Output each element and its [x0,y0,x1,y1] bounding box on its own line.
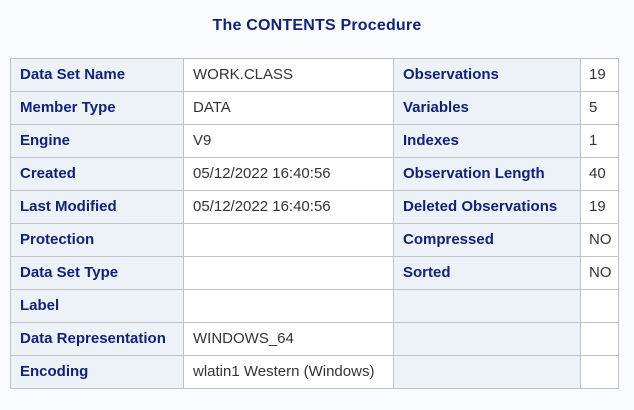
attribute-label-right [393,289,581,323]
contents-attributes-table: Data Set Name WORK.CLASS Observations 19… [10,58,619,389]
attribute-label-right: Compressed [393,223,581,257]
attribute-value-right: 40 [580,157,619,191]
table-row: Created 05/12/2022 16:40:56 Observation … [10,157,619,191]
attribute-value-left: WORK.CLASS [183,58,394,92]
attribute-value-right: NO [580,256,619,290]
attribute-value-left: 05/12/2022 16:40:56 [183,157,394,191]
attribute-label-right: Variables [393,91,581,125]
attribute-label-left: Engine [10,124,184,158]
attribute-value-left [183,223,394,257]
attribute-label-right: Observations [393,58,581,92]
attribute-value-right [580,322,619,356]
attribute-value-left [183,289,394,323]
table-row: Encoding wlatin1 Western (Windows) [10,355,619,389]
attribute-value-right: 19 [580,190,619,224]
attribute-value-left: wlatin1 Western (Windows) [183,355,394,389]
attribute-value-left: WINDOWS_64 [183,322,394,356]
page-title: The CONTENTS Procedure [212,17,422,34]
attribute-value-left [183,256,394,290]
attribute-label-right [393,322,581,356]
table-row: Engine V9 Indexes 1 [10,124,619,158]
table-row: Data Set Name WORK.CLASS Observations 19 [10,58,619,92]
table-row: Data Representation WINDOWS_64 [10,322,619,356]
attribute-value-right: 19 [580,58,619,92]
table-row: Protection Compressed NO [10,223,619,257]
attribute-value-right: 1 [580,124,619,158]
attribute-label-left: Label [10,289,184,323]
attribute-label-left: Last Modified [10,190,184,224]
attribute-value-right: 5 [580,91,619,125]
table-row: Label [10,289,619,323]
attribute-label-right: Observation Length [393,157,581,191]
attribute-label-right [393,355,581,389]
attribute-label-left: Data Set Name [10,58,184,92]
attribute-label-left: Data Set Type [10,256,184,290]
attribute-value-left: 05/12/2022 16:40:56 [183,190,394,224]
attribute-label-right: Deleted Observations [393,190,581,224]
attribute-label-left: Encoding [10,355,184,389]
attribute-label-left: Data Representation [10,322,184,356]
attribute-value-right: NO [580,223,619,257]
table-row: Member Type DATA Variables 5 [10,91,619,125]
attribute-value-left: V9 [183,124,394,158]
attribute-label-left: Created [10,157,184,191]
attribute-label-right: Sorted [393,256,581,290]
attribute-value-right [580,289,619,323]
attribute-label-right: Indexes [393,124,581,158]
table-row: Data Set Type Sorted NO [10,256,619,290]
attribute-value-right [580,355,619,389]
attribute-label-left: Protection [10,223,184,257]
table-row: Last Modified 05/12/2022 16:40:56 Delete… [10,190,619,224]
table-body: Data Set Name WORK.CLASS Observations 19… [10,58,619,389]
attribute-label-left: Member Type [10,91,184,125]
attribute-value-left: DATA [183,91,394,125]
